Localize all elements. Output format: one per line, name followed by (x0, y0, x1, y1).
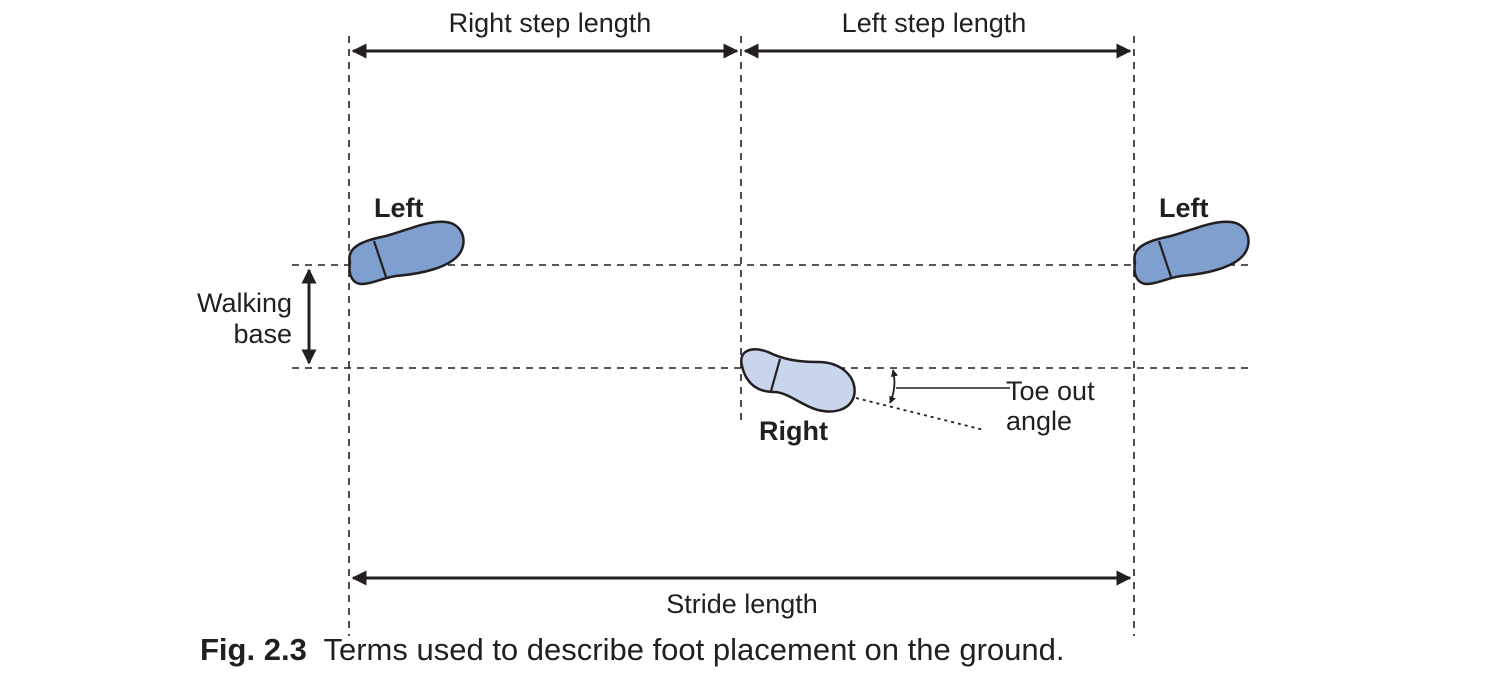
walking-base-label-line2: base (233, 319, 292, 349)
walking-base-label-line1: Walking (197, 288, 292, 318)
right-footprint-icon (740, 348, 856, 413)
toe-out-label-line1: Toe out (1006, 376, 1095, 406)
left-footprint-icon (348, 220, 465, 286)
stride-length-label: Stride length (666, 589, 818, 619)
left-foot-label-first: Left (374, 193, 424, 223)
toe-out-dotted-axis (855, 397, 985, 431)
right-foot-label: Right (759, 416, 828, 446)
left-footprint-icon (1133, 220, 1250, 286)
toe-out-label-line2: angle (1006, 406, 1072, 436)
toe-out-angle-arc (889, 369, 898, 404)
figure-caption-text: Terms used to describe foot placement on… (323, 632, 1065, 667)
figure-number: Fig. 2.3 (200, 632, 307, 667)
left-foot-label-second: Left (1159, 193, 1209, 223)
right-step-length-label: Right step length (449, 8, 652, 38)
figure-caption: Fig. 2.3 Terms used to describe foot pla… (200, 632, 1064, 668)
left-step-length-label: Left step length (842, 8, 1027, 38)
